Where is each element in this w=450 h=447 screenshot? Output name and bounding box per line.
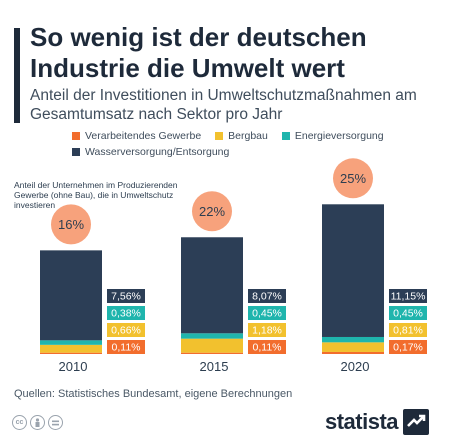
company-share-note: Anteil der Unternehmen im Produzierenden…: [14, 180, 178, 210]
company-share-label: 25%: [340, 171, 366, 186]
title-accent-bar: [14, 28, 20, 123]
bar-segment: [322, 342, 384, 352]
x-tick-label: 2015: [200, 359, 229, 374]
cc-icon: cc: [12, 415, 27, 430]
data-label: 0,17%: [393, 342, 423, 354]
statista-logo-icon: [403, 409, 430, 435]
data-label: 0,81%: [393, 325, 423, 337]
bar-segment: [322, 336, 384, 343]
statista-logo: statista: [325, 409, 430, 435]
legend-item-energieversorgung: Energieversorgung: [281, 130, 384, 142]
chart-title: So wenig ist der deutschen Industrie die…: [30, 22, 367, 83]
legend-item-wasserversorgung: Wasserversorgung/Entsorgung: [72, 146, 229, 158]
data-label-box: [248, 323, 286, 337]
data-label-box: [107, 306, 145, 320]
logo-text: statista: [325, 409, 399, 434]
company-share-label: 16%: [58, 217, 84, 232]
data-label: 0,45%: [393, 308, 423, 320]
legend-item-verarbeitendes-gewerbe: Verarbeitendes Gewerbe: [72, 130, 201, 142]
data-label: 0,66%: [111, 325, 141, 337]
company-share-label: 22%: [199, 204, 225, 219]
data-label-box: [389, 340, 427, 354]
legend-label: Wasserversorgung/Entsorgung: [85, 146, 230, 158]
bar-segment: [40, 340, 102, 345]
bar-segment: [181, 338, 243, 353]
legend-label: Verarbeitendes Gewerbe: [85, 130, 202, 142]
bar-segment: [322, 351, 384, 354]
legend-swatch: [72, 148, 80, 156]
bar-segment: [322, 204, 384, 337]
legend-label: Bergbau: [228, 130, 268, 142]
data-label: 1,18%: [252, 325, 282, 337]
equals-icon: [48, 415, 63, 430]
data-label-box: [248, 340, 286, 354]
legend-swatch: [215, 132, 224, 140]
data-label-box: [107, 323, 145, 337]
legend-swatch: [281, 132, 290, 140]
data-label: 11,15%: [391, 291, 426, 303]
company-share-circle: [51, 204, 91, 245]
legend: Verarbeitendes Gewerbe Bergbau Energieve…: [72, 130, 412, 162]
legend-swatch: [72, 132, 80, 140]
license-icons: cc: [12, 415, 63, 430]
data-label: 0,38%: [111, 308, 141, 320]
data-label-box: [389, 289, 427, 303]
bar-segment: [181, 237, 243, 334]
data-label-box: [389, 323, 427, 337]
chart-subtitle: Anteil der Investitionen in Umweltschutz…: [30, 87, 417, 123]
data-label: 8,07%: [252, 291, 282, 303]
company-share-circle: [192, 191, 232, 232]
bar-segment: [40, 352, 102, 354]
bar-segment: [181, 352, 243, 354]
bar-segment: [181, 333, 243, 339]
data-label-box: [107, 289, 145, 303]
company-share-circle: [333, 158, 373, 199]
data-label: 0,11%: [112, 342, 141, 354]
x-tick-label: 2010: [59, 359, 88, 374]
person-icon: [30, 415, 45, 430]
data-label-box: [389, 306, 427, 320]
data-label: 0,45%: [252, 308, 282, 320]
bar-segment: [40, 344, 102, 353]
data-label: 7,56%: [111, 291, 141, 303]
x-tick-label: 2020: [341, 359, 370, 374]
bar-segment: [40, 250, 102, 341]
source-note: Quellen: Statistisches Bundesamt, eigene…: [14, 388, 293, 400]
data-label-box: [107, 340, 145, 354]
legend-label: Energieversorgung: [294, 130, 384, 142]
data-label: 0,11%: [253, 342, 282, 354]
legend-item-bergbau: Bergbau: [215, 130, 268, 142]
data-label-box: [248, 306, 286, 320]
data-label-box: [248, 289, 286, 303]
